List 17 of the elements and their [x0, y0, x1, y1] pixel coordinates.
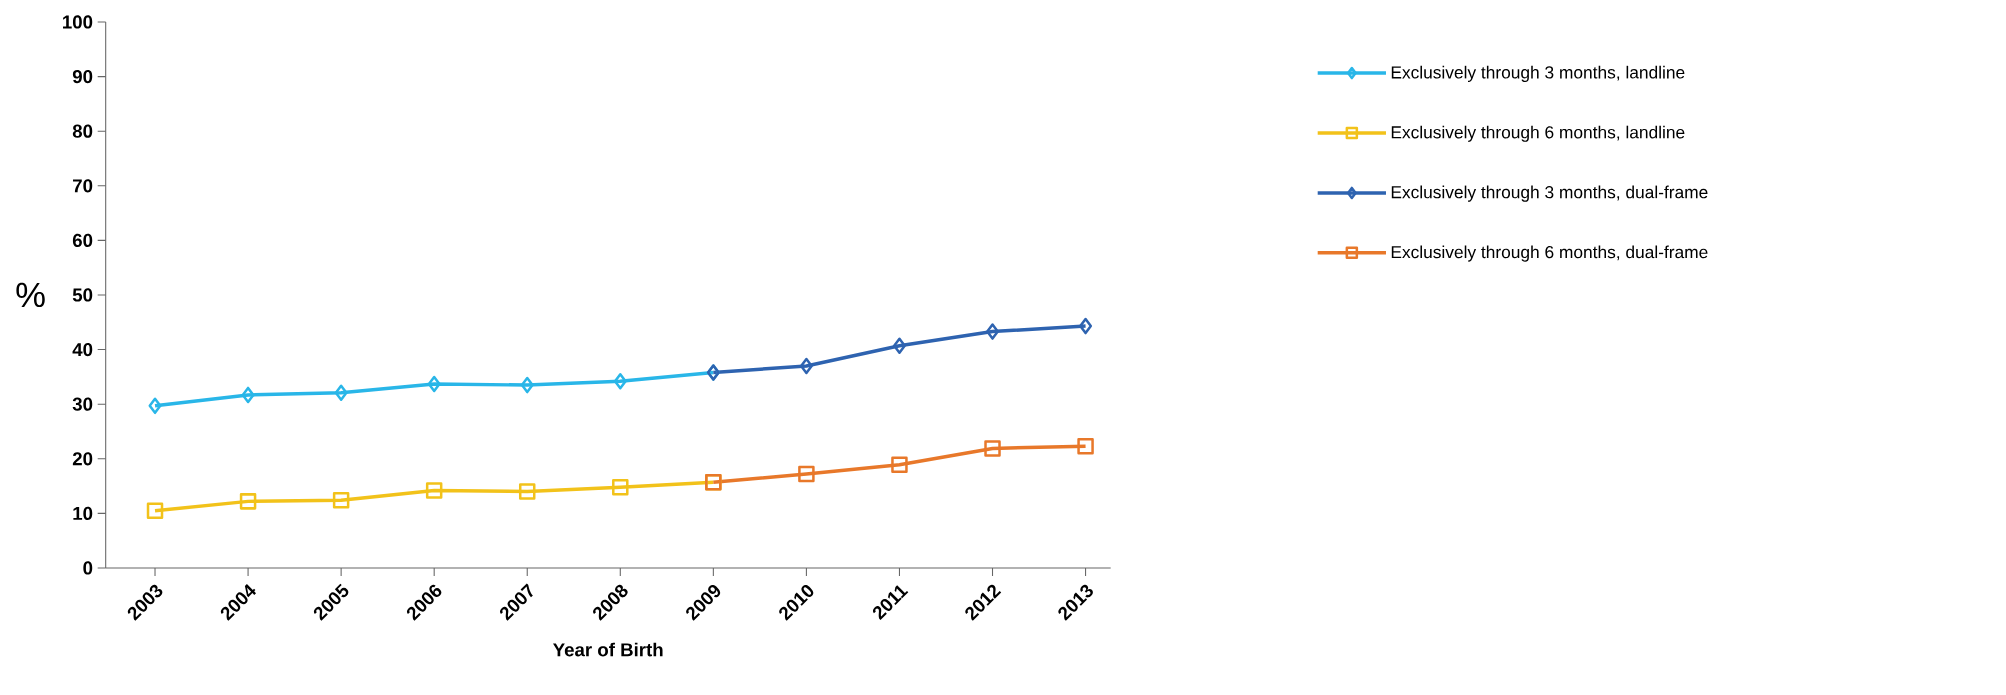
- y-tick-label: 90: [72, 69, 93, 84]
- y-tick-label: 60: [72, 233, 93, 247]
- legend-label: Exclusively through 6 months, dual-frame: [1391, 245, 1708, 262]
- legend-label: Exclusively through 3 months, dual-frame: [1391, 185, 1708, 202]
- legend-label: Exclusively through 6 months, landline: [1391, 125, 1685, 142]
- legend-label: Exclusively through 3 months, landline: [1391, 65, 1685, 82]
- x-axis-title: Year of Birth: [553, 642, 663, 657]
- y-tick-label: 40: [72, 342, 93, 357]
- y-tick-label: 50: [72, 288, 93, 302]
- y-tick-label: 80: [72, 124, 93, 138]
- y-tick-label: 30: [72, 397, 93, 411]
- y-tick-label: 0: [83, 561, 93, 575]
- y-tick-label: 20: [72, 452, 93, 466]
- y-tick-label: 10: [73, 506, 93, 520]
- y-tick-label: 70: [73, 179, 93, 193]
- y-axis-title: %: [16, 282, 45, 308]
- y-tick-label: 100: [63, 15, 93, 29]
